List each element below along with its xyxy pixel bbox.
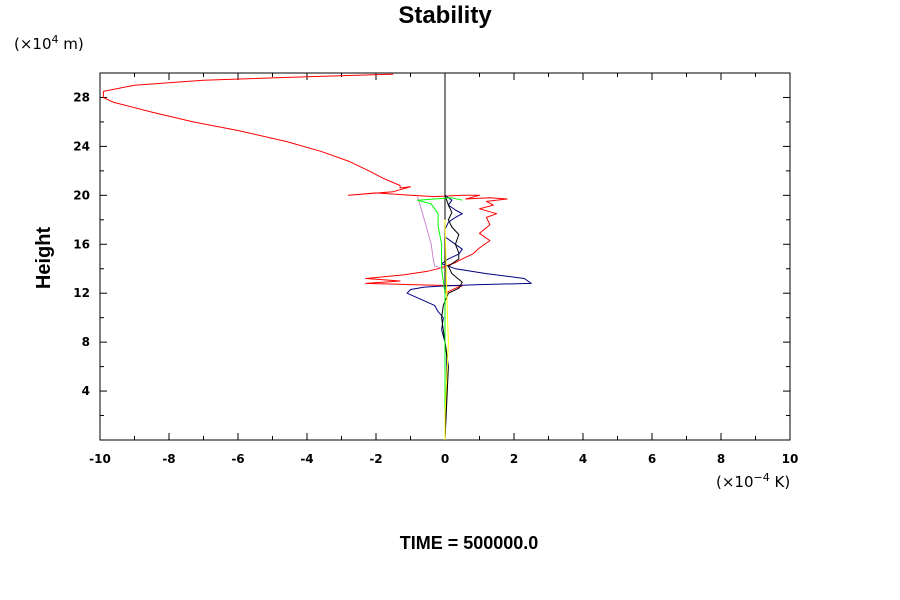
series-line-1 <box>102 73 508 440</box>
series-line-5 <box>416 197 463 440</box>
x-tick-label: -4 <box>300 452 313 466</box>
x-tick-label: 8 <box>717 452 725 466</box>
y-tick-label: 8 <box>82 335 90 349</box>
series-layer <box>102 73 532 441</box>
y-axis-label: Height <box>33 227 55 290</box>
y-tick-label: 24 <box>73 139 90 153</box>
y-tick-label: 20 <box>73 188 90 202</box>
x-tick-label: -8 <box>162 452 175 466</box>
y-tick-label: 28 <box>73 90 90 104</box>
x-tick-label: 2 <box>510 452 518 466</box>
x-tick-label: 4 <box>579 452 587 466</box>
x-tick-label: 0 <box>441 452 449 466</box>
x-tick-label: -2 <box>369 452 382 466</box>
series-line-2 <box>406 194 532 441</box>
time-footer: TIME = 500000.0 <box>400 533 539 553</box>
y-tick-label: 16 <box>73 237 90 251</box>
y-tick-label: 12 <box>73 286 90 300</box>
x-tick-label: 6 <box>648 452 656 466</box>
x-tick-label: 10 <box>782 452 799 466</box>
series-line-4 <box>416 196 446 270</box>
y-tick-label: 4 <box>82 384 90 398</box>
x-tick-label: -10 <box>89 452 111 466</box>
x-tick-label: -6 <box>231 452 244 466</box>
chart-title: Stability <box>398 2 492 29</box>
y-units-label: (×104 m) <box>14 33 84 53</box>
x-units-label: (×10−4 K) <box>716 471 790 491</box>
series-line-3 <box>441 195 463 441</box>
series-line-6 <box>444 219 449 440</box>
